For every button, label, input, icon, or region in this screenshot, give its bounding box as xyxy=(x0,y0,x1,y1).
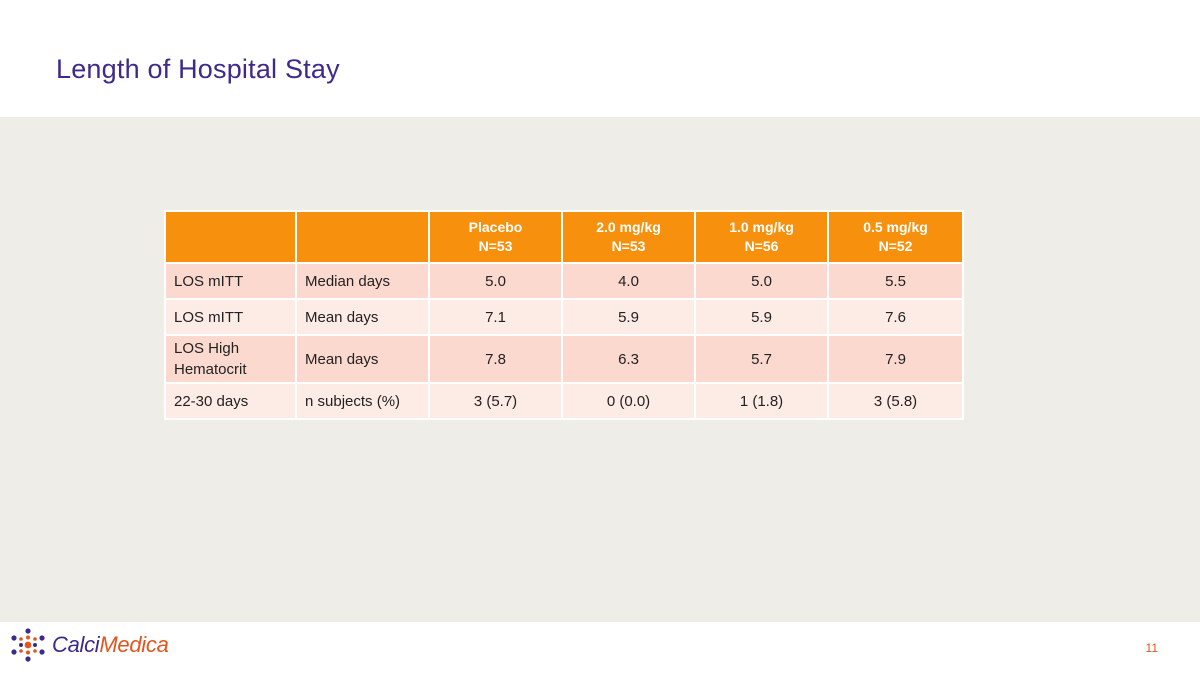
table-cell: 1 (1.8) xyxy=(694,382,829,420)
table-cell: 5.5 xyxy=(827,262,964,300)
content-area: Placebo N=53 2.0 mg/kg N=53 1.0 mg/kg N=… xyxy=(0,117,1200,622)
header-cell-placebo: Placebo N=53 xyxy=(428,210,563,264)
title-bar: Length of Hospital Stay xyxy=(0,0,1200,117)
calcimedica-logo: CalciMedica xyxy=(10,628,169,662)
table-cell: 5.0 xyxy=(428,262,563,300)
slide-title: Length of Hospital Stay xyxy=(56,54,340,84)
table-cell: 3 (5.7) xyxy=(428,382,563,420)
header-cell-2mgkg: 2.0 mg/kg N=53 xyxy=(561,210,696,264)
table-cell: 3 (5.8) xyxy=(827,382,964,420)
table-cell: 6.3 xyxy=(561,334,696,384)
table-cell: 7.9 xyxy=(827,334,964,384)
row-label: 22-30 days xyxy=(164,382,297,420)
table-cell: 7.1 xyxy=(428,298,563,336)
header-cell-1mgkg: 1.0 mg/kg N=56 xyxy=(694,210,829,264)
table-cell: 5.0 xyxy=(694,262,829,300)
row-label: LOS High Hematocrit xyxy=(164,334,297,384)
row-metric: n subjects (%) xyxy=(295,382,430,420)
table-cell: 7.8 xyxy=(428,334,563,384)
row-label: LOS mITT xyxy=(164,262,297,300)
row-metric: Mean days xyxy=(295,334,430,384)
table-cell: 0 (0.0) xyxy=(561,382,696,420)
table-cell: 5.7 xyxy=(694,334,829,384)
table-row: LOS High Hematocrit Mean days 7.8 6.3 5.… xyxy=(164,334,964,384)
header-cell-blank-2 xyxy=(295,210,430,264)
page-number: 11 xyxy=(1145,641,1158,655)
table-row: LOS mITT Mean days 7.1 5.9 5.9 7.6 xyxy=(164,298,964,336)
table-cell: 4.0 xyxy=(561,262,696,300)
row-metric: Median days xyxy=(295,262,430,300)
table-row: LOS mITT Median days 5.0 4.0 5.0 5.5 xyxy=(164,262,964,300)
header-cell-05mgkg: 0.5 mg/kg N=52 xyxy=(827,210,964,264)
molecule-dots-icon xyxy=(11,628,45,662)
row-label: LOS mITT xyxy=(164,298,297,336)
table-cell: 7.6 xyxy=(827,298,964,336)
row-metric: Mean days xyxy=(295,298,430,336)
los-table: Placebo N=53 2.0 mg/kg N=53 1.0 mg/kg N=… xyxy=(164,210,964,420)
table-cell: 5.9 xyxy=(561,298,696,336)
table-cell: 5.9 xyxy=(694,298,829,336)
header-cell-blank-1 xyxy=(164,210,297,264)
table-header-row: Placebo N=53 2.0 mg/kg N=53 1.0 mg/kg N=… xyxy=(164,210,964,264)
logo-wordmark: CalciMedica xyxy=(52,632,169,657)
table-row: 22-30 days n subjects (%) 3 (5.7) 0 (0.0… xyxy=(164,382,964,420)
